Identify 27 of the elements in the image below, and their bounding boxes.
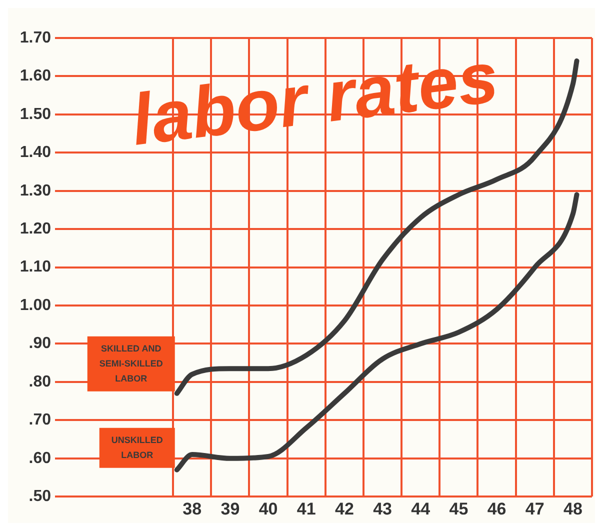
y-tick-label: 1.60 bbox=[20, 68, 52, 85]
x-tick-label: 39 bbox=[220, 499, 240, 518]
y-tick-label: 1.50 bbox=[20, 106, 52, 123]
x-tick-label: 38 bbox=[182, 499, 202, 518]
y-tick-label: .60 bbox=[28, 450, 52, 467]
y-tick-label: 1.00 bbox=[20, 296, 52, 314]
y-tick-label: 1.30 bbox=[20, 182, 52, 200]
x-tick-label: 42 bbox=[334, 499, 354, 518]
y-tick-label: .50 bbox=[28, 488, 52, 506]
y-tick-label: .80 bbox=[28, 373, 52, 390]
x-tick-label: 45 bbox=[449, 499, 468, 518]
y-tick-label: 1.70 bbox=[20, 29, 52, 46]
series-label: SKILLED AND SEMI-SKILLED LABOR bbox=[99, 343, 164, 384]
y-tick-label: 1.10 bbox=[20, 258, 52, 276]
x-tick-label: 44 bbox=[411, 499, 431, 518]
x-tick-label: 47 bbox=[525, 499, 544, 518]
series-label: UNSKILLED LABOR bbox=[111, 434, 164, 460]
x-tick-label: 43 bbox=[373, 499, 392, 518]
x-tick-label: 48 bbox=[563, 499, 582, 518]
y-tick-label: .70 bbox=[28, 412, 52, 429]
x-tick-label: 40 bbox=[258, 499, 278, 518]
chart-title: labor rates bbox=[127, 37, 502, 161]
x-tick-label: 41 bbox=[296, 499, 316, 518]
x-tick-label: 46 bbox=[487, 499, 506, 518]
y-tick-label: 1.20 bbox=[20, 220, 52, 238]
y-tick-label: 1.40 bbox=[20, 144, 52, 162]
y-tick-label: .90 bbox=[28, 335, 52, 352]
